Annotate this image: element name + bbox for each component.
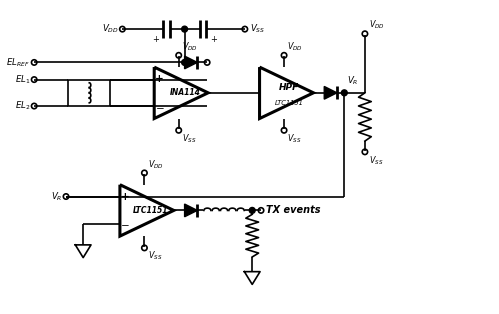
Text: $V_{DD}$: $V_{DD}$ [182, 41, 198, 53]
Text: $V_{DD}$: $V_{DD}$ [148, 159, 164, 171]
Bar [68, 79, 110, 106]
Circle shape [250, 208, 255, 213]
Polygon shape [185, 204, 197, 217]
Polygon shape [324, 86, 337, 99]
Text: $-$: $-$ [120, 219, 130, 229]
Text: LTC1151: LTC1151 [274, 100, 303, 106]
Text: HPF: HPF [279, 84, 299, 92]
Text: TX events: TX events [266, 205, 320, 215]
Circle shape [182, 26, 188, 32]
Text: $V_{DD}$: $V_{DD}$ [102, 23, 118, 35]
Text: +: + [121, 192, 130, 202]
Circle shape [341, 90, 347, 96]
Text: $V_{SS}$: $V_{SS}$ [250, 23, 265, 35]
Text: $-$: $-$ [155, 102, 164, 112]
Text: +: + [152, 35, 159, 44]
Circle shape [182, 59, 188, 65]
Text: +: + [155, 74, 164, 84]
Text: $V_R$: $V_R$ [347, 74, 359, 87]
Text: $EL_{REF}$: $EL_{REF}$ [6, 56, 30, 69]
Text: $EL_2$: $EL_2$ [14, 100, 30, 112]
Text: $V_{SS}$: $V_{SS}$ [148, 250, 162, 263]
Text: INA114: INA114 [170, 88, 201, 97]
Text: LTC1151: LTC1151 [133, 206, 169, 215]
Text: $V_{SS}$: $V_{SS}$ [369, 155, 383, 167]
Text: $V_{DD}$: $V_{DD}$ [369, 18, 385, 31]
Text: +: + [211, 35, 218, 44]
Text: $V_{SS}$: $V_{SS}$ [182, 132, 197, 145]
Text: $EL_1$: $EL_1$ [14, 73, 30, 86]
Text: $V_{DD}$: $V_{DD}$ [287, 41, 303, 53]
Polygon shape [185, 56, 197, 69]
Text: $V_R$: $V_R$ [50, 190, 62, 203]
Text: $V_{SS}$: $V_{SS}$ [287, 132, 302, 145]
